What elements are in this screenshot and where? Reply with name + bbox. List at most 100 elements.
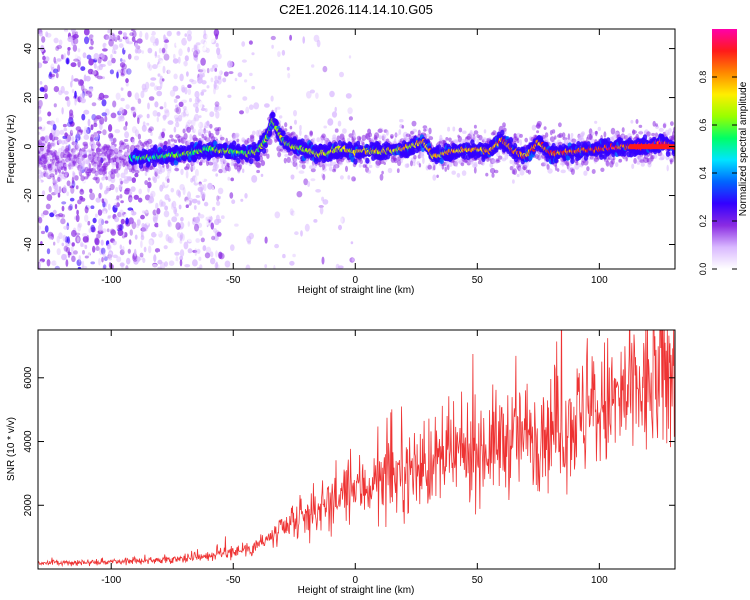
spectrogram-noise-cell	[218, 263, 222, 269]
spectrogram-band-cell	[49, 173, 55, 178]
spectrogram-noise-cell	[101, 112, 108, 117]
spectrogram-noise-cell	[136, 218, 141, 226]
spectrogram-band-cell	[428, 127, 432, 135]
spectrogram-noise-cell	[88, 46, 94, 50]
spectrogram-noise-cell	[87, 92, 93, 96]
spectrogram-band-cell	[591, 132, 595, 136]
spectrogram-band-cell	[509, 159, 513, 164]
spectrogram-noise-cell	[138, 197, 143, 203]
spectrogram-noise-cell	[181, 233, 185, 241]
spectrogram-noise-cell	[180, 217, 184, 222]
spectrogram-noise-cell	[119, 194, 123, 199]
spectrogram-noise-cell	[70, 186, 75, 194]
spectrogram-noise-cell	[131, 177, 136, 184]
spectrogram-noise-cell	[65, 259, 69, 267]
spectrogram-noise-cell	[62, 185, 67, 194]
spectrogram-band-cell	[83, 176, 89, 180]
spectrogram-noise-cell	[82, 250, 85, 255]
spectrogram-noise-cell	[242, 168, 245, 174]
spectrogram-noise-cell	[348, 116, 353, 121]
spectrogram-band-cell	[337, 120, 342, 127]
spectrogram-noise-cell	[126, 68, 132, 75]
spectrogram-band-cell	[512, 168, 517, 176]
spectrogram-band-cell	[390, 135, 393, 139]
spectrogram-noise-cell	[99, 247, 104, 256]
spectrogram-noise-cell	[212, 63, 218, 69]
spectrogram-ridge-cell	[271, 112, 276, 119]
spectrogram-noise-cell	[244, 193, 248, 199]
spectrogram-noise-cell	[113, 248, 119, 253]
spectrogram-noise-cell	[53, 56, 56, 64]
spectrogram-noise-cell	[88, 87, 94, 92]
spectrogram-noise-cell	[65, 247, 71, 254]
spectrogram-noise-cell	[227, 176, 231, 181]
spectrogram-band-cell	[234, 132, 240, 138]
spectrogram-band-cell	[256, 162, 262, 169]
spectrogram-band-cell	[201, 133, 204, 139]
spectrogram-noise-cell	[51, 260, 57, 266]
spectrogram-noise-cell	[215, 241, 219, 248]
spectrogram-noise-cell	[93, 132, 98, 137]
spectrogram-band-cell	[266, 153, 270, 159]
spectrogram-band-cell	[351, 176, 356, 182]
spectrogram-noise-cell	[56, 235, 60, 244]
spectrogram-noise-cell	[53, 241, 56, 246]
spectrogram-noise-cell	[234, 77, 238, 82]
spectrogram-noise-cell	[90, 124, 94, 131]
spectrogram-noise-cell	[140, 240, 143, 248]
spectrogram-band-cell	[92, 163, 98, 170]
spectrogram-band-cell	[560, 169, 566, 174]
spectrogram-band-cell	[610, 136, 615, 142]
spectrogram-noise-cell	[75, 126, 82, 132]
spectrogram-noise-cell	[74, 203, 78, 210]
spectrogram-noise-cell	[187, 221, 190, 227]
spectrogram-noise-cell	[185, 121, 191, 129]
spectrogram-noise-cell	[107, 60, 113, 66]
spectrogram-noise-cell	[131, 221, 137, 230]
spectrogram-ridge-cell	[249, 158, 254, 165]
spectrogram-noise-cell	[209, 179, 215, 183]
spectrogram-band-cell	[418, 163, 422, 168]
spectrogram-noise-cell	[43, 253, 49, 257]
spectrogram-noise-cell	[199, 229, 203, 237]
spectrogram-noise-cell	[264, 264, 268, 269]
spectrogram-noise-cell	[213, 82, 217, 89]
spectrogram-noise-cell	[48, 186, 52, 193]
spectrogram-noise-cell	[164, 205, 169, 211]
spectrogram-noise-cell	[166, 170, 172, 177]
spectrogram-noise-cell	[150, 35, 156, 44]
spectrogram-noise-cell	[87, 220, 91, 226]
spectrogram-band-cell	[444, 166, 448, 172]
spectrogram-band-cell	[640, 162, 645, 167]
spectrogram-noise-cell	[52, 209, 57, 215]
spectrogram-noise-cell	[313, 34, 320, 43]
spectrogram-noise-cell	[220, 215, 225, 220]
spectrogram-noise-cell	[319, 206, 324, 215]
spectrogram-band-cell	[166, 163, 170, 170]
spectrogram-noise-cell	[175, 104, 179, 109]
spectrogram-noise-cell	[306, 91, 312, 99]
spectrogram-noise-cell	[155, 37, 159, 46]
spectrogram-noise-cell	[69, 203, 73, 211]
spectrogram-band-cell	[64, 163, 69, 168]
spectrogram-noise-cell	[161, 131, 165, 139]
spectrogram-noise-cell	[66, 191, 69, 197]
spectrogram-noise-cell	[287, 72, 291, 79]
spectrogram-noise-cell	[83, 74, 87, 82]
spectrogram-noise-cell	[216, 195, 220, 202]
spectrogram-noise-cell	[134, 129, 139, 137]
spectrogram-band-cell	[358, 163, 362, 168]
spectrogram-noise-cell	[243, 181, 249, 189]
spectrogram-noise-cell	[193, 50, 199, 58]
spectrogram-noise-cell	[241, 59, 247, 63]
spectrogram-noise-cell	[229, 192, 234, 199]
spectrogram-noise-cell	[120, 58, 123, 62]
spectrogram-band-cell	[381, 170, 384, 175]
spectrogram-noise-cell	[73, 58, 79, 62]
spectrogram-noise-cell	[100, 63, 106, 68]
spectrogram-band-cell	[594, 130, 598, 135]
spectrogram-noise-cell	[250, 216, 255, 221]
spectrogram-noise-cell	[217, 218, 222, 224]
spectrogram-noise-cell	[102, 252, 106, 259]
spectrogram-noise-cell	[62, 123, 67, 128]
